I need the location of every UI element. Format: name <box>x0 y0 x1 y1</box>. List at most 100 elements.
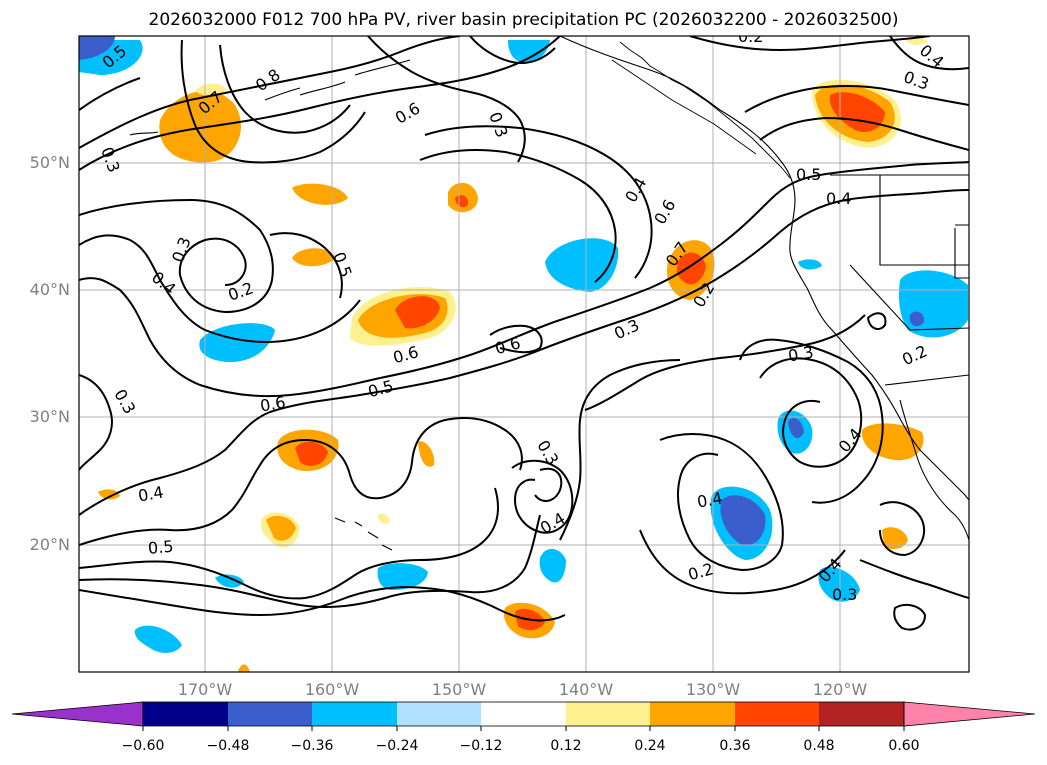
international-border <box>884 374 969 386</box>
precip-blob-negative <box>545 238 619 292</box>
pv-contour <box>79 417 523 546</box>
colorbar-segment <box>819 702 904 726</box>
precip-blob-positive <box>292 248 336 267</box>
colorbar-tick-label: 0.24 <box>634 738 666 754</box>
map-plot-area: 0.5 0.7 0.8 0.6 0.3 0.4 0.3 0.3 0.2 0.4 … <box>79 27 969 672</box>
pv-contour <box>559 359 681 541</box>
colorbar-segment <box>143 702 228 726</box>
colorbar <box>11 701 1036 731</box>
pv-contour <box>739 338 884 504</box>
panhandle-coast <box>619 41 791 179</box>
pv-contour <box>367 36 526 163</box>
contour-label: 0.4 <box>137 482 165 505</box>
precip-blob-positive <box>418 441 435 467</box>
pv-contour <box>584 314 866 411</box>
lat-tick-label: 50°N <box>29 153 70 172</box>
precip-blob-negative <box>798 259 822 270</box>
contour-label: 0.3 <box>168 234 195 264</box>
colorbar-tick-label: 0.60 <box>888 738 920 754</box>
coastline-layer <box>129 36 969 551</box>
colorbar-segment <box>312 702 397 726</box>
colorbar-segment <box>228 702 312 726</box>
contour-label: 0.3 <box>832 585 857 604</box>
lon-tick-label: 140°W <box>558 680 614 699</box>
contour-label: 0.5 <box>329 250 356 280</box>
contour-label: 0.2 <box>738 27 763 46</box>
pv-contour <box>79 487 499 600</box>
pv-contour <box>859 559 969 599</box>
pv-contour <box>744 84 969 113</box>
pv-contour <box>759 357 863 468</box>
contour-label: 0.4 <box>916 41 948 72</box>
pv-contour <box>79 36 561 171</box>
precip-blob-positive <box>238 664 250 672</box>
north-america-coastline <box>559 36 969 501</box>
lat-tick-label: 40°N <box>29 280 70 299</box>
contour-label: 0.5 <box>147 537 174 558</box>
colorbar-segment <box>397 702 481 726</box>
contour-label: 0.8 <box>252 65 284 95</box>
contour-label: 0.3 <box>787 342 815 365</box>
contour-label: 0.6 <box>259 392 287 415</box>
precip-blob-positive <box>378 513 390 524</box>
precip-blob-negative <box>199 323 275 363</box>
colorbar-tick-label: −0.60 <box>121 738 165 754</box>
pv-contour <box>489 324 543 354</box>
contour-label: 0.6 <box>392 98 424 127</box>
gridlines <box>79 36 969 672</box>
panhandle-coast <box>611 59 757 155</box>
pv-contour <box>79 586 566 622</box>
lat-tick-label: 20°N <box>29 535 70 554</box>
pv-contour <box>79 189 969 516</box>
precip-blob-positive <box>882 527 908 550</box>
pv-contour <box>79 514 541 609</box>
precip-blob-negative <box>898 270 968 338</box>
baja-california-coastline <box>899 399 969 541</box>
state-border <box>954 224 969 279</box>
precip-blob-positive <box>292 183 348 205</box>
precip-blob-negative <box>818 566 860 602</box>
contour-label: 0.6 <box>493 333 523 358</box>
pv-contour <box>866 312 887 331</box>
colorbar-tick-label: −0.48 <box>206 738 250 754</box>
colorbar-extend-high <box>903 701 1036 727</box>
contour-label: 0.2 <box>686 559 716 584</box>
pv-contour <box>79 374 113 471</box>
colorbar-tick-label: −0.24 <box>375 738 419 754</box>
precip-blob-negative <box>79 36 115 60</box>
colorbar-tick-label: 0.48 <box>803 738 835 754</box>
contour-label: 0.3 <box>901 67 931 94</box>
contour-label: 0.3 <box>533 437 562 469</box>
precip-blob-negative <box>134 625 182 653</box>
pv-contour <box>659 433 784 572</box>
precip-blob-positive <box>395 296 440 329</box>
alaska-islands <box>129 59 411 136</box>
colorbar-ticks <box>142 726 905 731</box>
precip-blob-positive <box>98 489 120 500</box>
precip-blob-positive <box>266 515 296 541</box>
precip-blob-positive <box>159 90 241 163</box>
pv-contour <box>889 36 969 71</box>
precip-blob-negative <box>215 574 244 588</box>
contour-label: 0.3 <box>110 386 139 418</box>
lon-tick-label: 170°W <box>177 680 233 699</box>
contour-label: 0.4 <box>826 189 851 208</box>
precip-blob-negative <box>539 548 566 583</box>
precip-blob-negative <box>909 311 925 327</box>
lon-tick-label: 120°W <box>812 680 868 699</box>
pv-contour <box>469 36 556 64</box>
hawaii-islands <box>334 517 393 551</box>
contour-label: 0.4 <box>148 268 180 299</box>
pv-contour <box>639 529 846 595</box>
contour-label: 0.6 <box>391 342 421 367</box>
colorbar-tick-label: 0.12 <box>550 738 582 754</box>
contour-label: 0.3 <box>611 315 642 343</box>
pv-contour <box>419 149 617 283</box>
colorbar-segment <box>650 702 735 726</box>
alaska-panhandle <box>611 41 791 179</box>
colorbar-segment <box>481 702 566 726</box>
pv-contour <box>759 116 969 151</box>
contour-label: 0.6 <box>650 196 679 228</box>
contour-label: 0.3 <box>485 110 512 140</box>
